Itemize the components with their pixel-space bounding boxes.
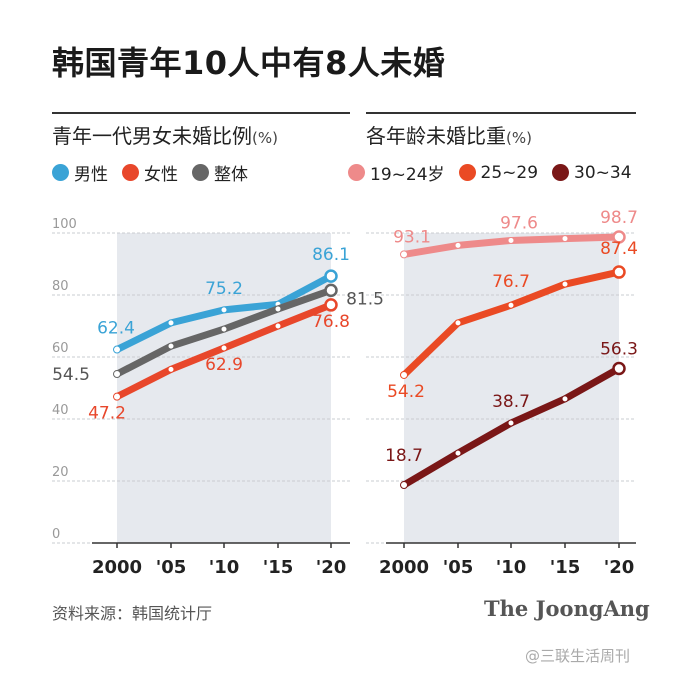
right-series-point: [561, 235, 569, 243]
left-series-point: [167, 365, 175, 373]
right-series-point: [400, 370, 408, 379]
legend-item-female: 女性: [122, 160, 178, 185]
right-data-label: 54.2: [387, 382, 425, 402]
legend-item-19-24: 19~24岁: [348, 160, 445, 185]
right-data-label: 97.6: [500, 213, 538, 233]
left-series-point: [324, 283, 338, 298]
page-title: 韩国青年10人中有8人未婚: [52, 44, 446, 82]
left-panel-title-text: 青年一代男女未婚比例: [52, 124, 252, 148]
y-tick-label: 60: [52, 341, 69, 356]
legend-swatch-male: [52, 164, 69, 181]
right-panel-rule: [366, 112, 636, 114]
right-data-label: 76.7: [492, 272, 530, 292]
y-tick-label: 80: [52, 279, 69, 294]
left-panel-title: 青年一代男女未婚比例(%): [52, 120, 278, 149]
left-series-point: [274, 322, 282, 330]
left-series-point: [113, 392, 121, 401]
right-series-point: [454, 449, 462, 457]
left-legend: 男性 女性 整体: [52, 160, 262, 185]
right-x-tick-label: '15: [550, 557, 581, 578]
left-panel-rule: [52, 112, 350, 114]
legend-label-overall: 整体: [214, 165, 248, 185]
left-x-tick-label: '10: [209, 557, 240, 578]
right-data-label: 38.7: [492, 392, 530, 412]
left-series-point: [167, 319, 175, 327]
legend-swatch-19-24: [348, 164, 365, 181]
right-series-point: [612, 230, 626, 244]
right-series-point: [561, 395, 569, 403]
left-series-point: [220, 344, 228, 352]
right-x-tick-label: '10: [496, 557, 527, 578]
legend-label-25-29: 25~29: [480, 162, 539, 183]
legend-swatch-female: [122, 164, 139, 181]
right-x-tick-label: '20: [604, 557, 635, 578]
left-series-point: [274, 305, 282, 313]
legend-swatch-30-34: [552, 164, 570, 181]
right-data-label: 93.1: [393, 227, 431, 247]
right-series-point: [454, 241, 462, 249]
legend-item-overall: 整体: [192, 160, 248, 185]
left-series-point: [324, 298, 338, 312]
left-data-label: 54.5: [52, 365, 90, 385]
right-x-tick-label: '05: [443, 557, 474, 578]
brand-logo: The JoongAng: [484, 596, 650, 621]
legend-item-male: 男性: [52, 160, 108, 185]
left-series-point: [113, 345, 121, 354]
right-data-label: 87.4: [600, 239, 638, 259]
right-data-label: 18.7: [385, 446, 423, 466]
left-x-tick-label: 2000: [92, 557, 142, 578]
left-panel-unit: (%): [252, 129, 278, 147]
left-data-label: 86.1: [312, 245, 350, 265]
left-data-label: 62.9: [205, 355, 243, 375]
left-x-tick-label: '20: [316, 557, 347, 578]
right-series-point: [612, 361, 626, 376]
legend-label-30-34: 30~34: [574, 162, 632, 183]
left-series-point: [220, 325, 228, 333]
right-series-point: [612, 265, 626, 279]
source-note: 资料来源：韩国统计厅: [52, 604, 213, 623]
right-panel-title-text: 各年龄未婚比重: [366, 124, 506, 148]
right-legend: 19~24岁 25~29 30~34: [348, 160, 646, 185]
right-data-label: 56.3: [600, 339, 638, 359]
left-data-label: 75.2: [205, 279, 243, 299]
left-series-point: [113, 370, 121, 379]
right-series-point: [454, 319, 462, 327]
left-data-label: 81.5: [346, 289, 384, 309]
legend-swatch-overall: [192, 164, 209, 181]
left-series-point: [324, 269, 338, 283]
left-x-tick-label: '15: [263, 557, 294, 578]
legend-item-25-29: 25~29: [458, 162, 539, 183]
left-data-label: 76.8: [312, 312, 350, 332]
right-data-label: 98.7: [600, 208, 638, 228]
right-x-tick-label: 2000: [379, 557, 429, 578]
legend-label-19-24: 19~24岁: [370, 165, 445, 185]
left-series-point: [220, 306, 228, 314]
y-tick-label: 20: [52, 465, 69, 480]
y-tick-label: 100: [52, 217, 77, 232]
right-series-point: [507, 301, 515, 309]
y-tick-label: 40: [52, 403, 69, 418]
right-series-point: [400, 481, 408, 490]
right-series-point: [507, 236, 515, 244]
right-series-point: [561, 280, 569, 288]
legend-swatch-25-29: [458, 164, 476, 181]
left-data-label: 47.2: [88, 404, 126, 424]
left-plot-shade: [117, 233, 331, 543]
left-data-label: 62.4: [97, 319, 135, 339]
right-series-point: [507, 419, 515, 427]
left-x-tick-label: '05: [156, 557, 187, 578]
legend-item-30-34: 30~34: [552, 163, 632, 183]
watermark: @三联生活周刊: [525, 647, 631, 665]
right-panel-title: 各年龄未婚比重(%): [366, 120, 532, 149]
right-panel-unit: (%): [506, 129, 532, 147]
right-series-point: [400, 250, 408, 259]
legend-label-male: 男性: [74, 165, 108, 185]
y-tick-label: 0: [52, 527, 60, 542]
left-series-point: [167, 342, 175, 350]
legend-label-female: 女性: [144, 165, 178, 185]
